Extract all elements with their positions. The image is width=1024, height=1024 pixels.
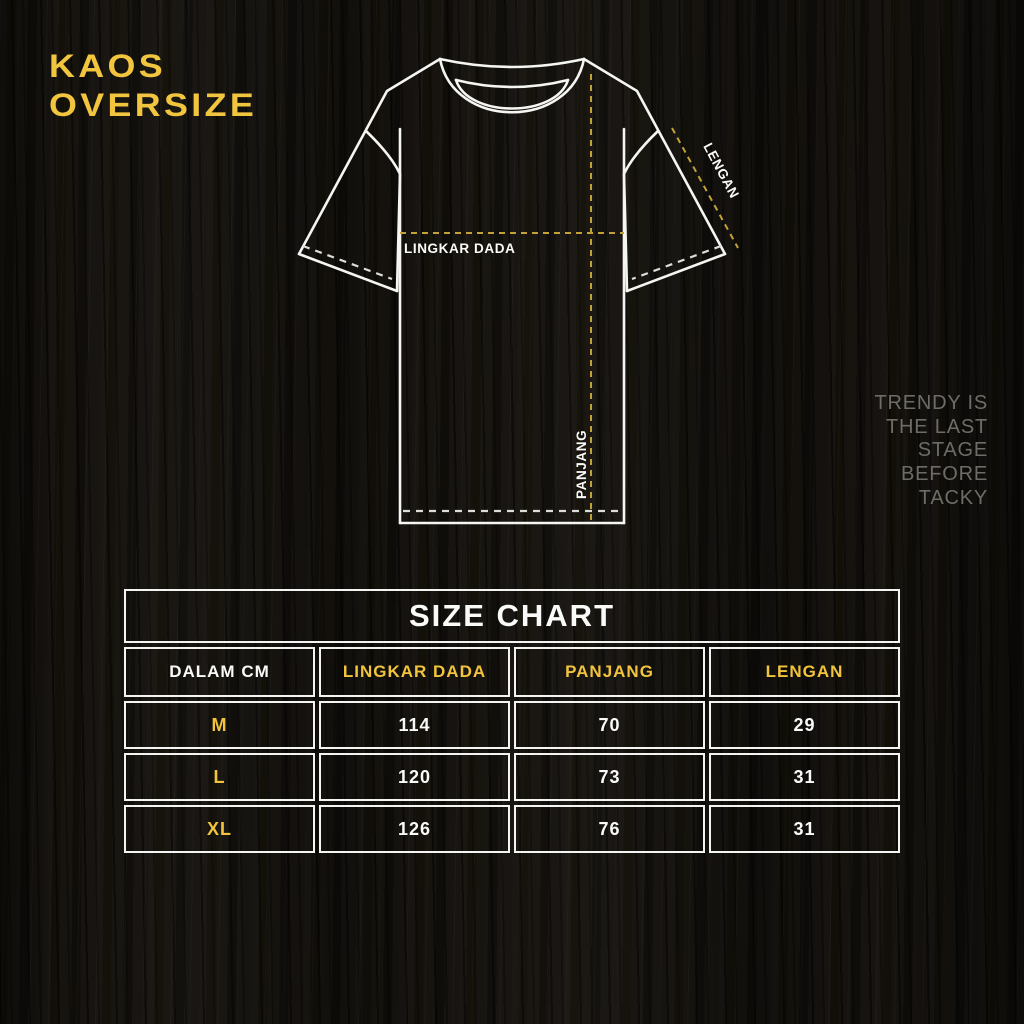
quote-line: TRENDY IS: [874, 392, 988, 414]
left-shoulder-sleeve-edge: [297, 57, 442, 256]
right-sleeve-stitch-line: [631, 244, 722, 281]
title-line-2: OVERSIZE: [49, 87, 258, 123]
table-row-xl: XL 126 76 31: [124, 805, 900, 853]
length-value: 76: [514, 805, 705, 853]
left-armhole-seam: [364, 129, 402, 176]
length-value: 73: [514, 753, 705, 801]
size-chart-title: SIZE CHART: [124, 589, 900, 643]
size-label: XL: [124, 805, 315, 853]
size-label: L: [124, 753, 315, 801]
quote-line: BEFORE: [900, 463, 988, 486]
right-armhole-seam: [622, 129, 660, 176]
table-row-m: M 114 70 29: [124, 701, 900, 749]
left-sleeve-stitch-line: [302, 244, 393, 281]
size-chart-header-row: DALAM CM LINGKAR DADA PANJANG LENGAN: [124, 647, 900, 697]
tshirt-measurement-diagram: LINGKAR DADA PANJANG LENGAN: [297, 57, 742, 525]
size-chart-title-row: SIZE CHART: [124, 589, 900, 643]
column-header-chest: LINGKAR DADA: [319, 647, 510, 697]
quote-text: TRENDY IS THE LAST STAGE BEFORE TACKY: [874, 392, 988, 511]
sleeve-value: 29: [709, 701, 900, 749]
chest-value: 120: [319, 753, 510, 801]
sleeve-value: 31: [709, 753, 900, 801]
sleeve-measure-line: [671, 127, 739, 249]
column-header-sleeve: LENGAN: [709, 647, 900, 697]
title-line-1: KAOS: [49, 48, 166, 84]
left-sleeve-hem: [297, 252, 399, 293]
quote-line: THE LAST: [886, 415, 988, 438]
quote-line: STAGE: [917, 439, 988, 462]
collar-outer-curve: [438, 57, 586, 114]
sleeve-value: 31: [709, 805, 900, 853]
sleeve-measure-label: LENGAN: [700, 140, 742, 201]
quote-line: TACKY: [918, 486, 988, 509]
chest-measure-label: LINGKAR DADA: [404, 241, 515, 256]
page-title: KAOS OVERSIZE: [49, 47, 257, 125]
table-row-l: L 120 73 31: [124, 753, 900, 801]
length-value: 70: [514, 701, 705, 749]
collar-back-neck-line: [454, 78, 570, 89]
right-sleeve-hem: [625, 252, 727, 293]
column-header-length: PANJANG: [514, 647, 705, 697]
size-label: M: [124, 701, 315, 749]
column-header-unit: DALAM CM: [124, 647, 315, 697]
chest-value: 114: [319, 701, 510, 749]
collar-top-arc: [438, 57, 586, 69]
length-measure-label: PANJANG: [574, 430, 589, 499]
collar-inner-curve: [454, 78, 570, 110]
right-shoulder-sleeve-edge: [582, 57, 727, 256]
size-chart-table: SIZE CHART DALAM CM LINGKAR DADA PANJANG…: [120, 585, 904, 857]
chest-value: 126: [319, 805, 510, 853]
